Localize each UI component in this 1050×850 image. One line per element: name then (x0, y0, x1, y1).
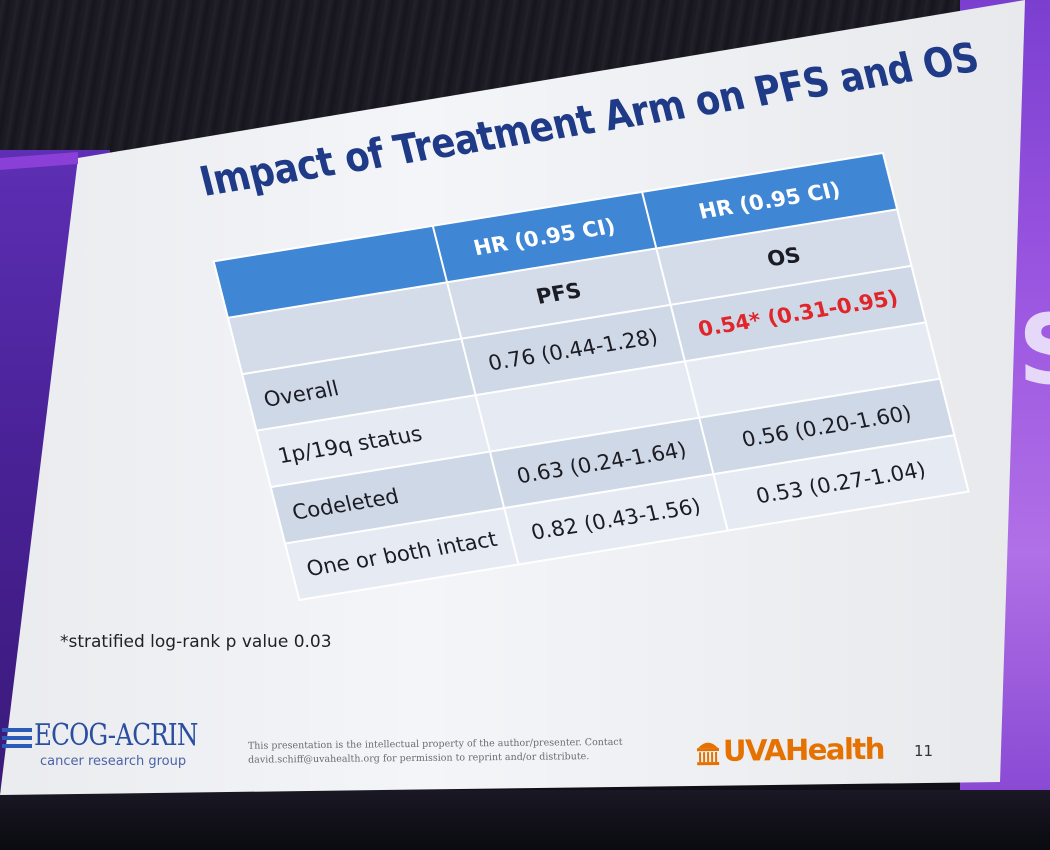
uva-health-name: UVAHealth (722, 731, 885, 768)
slide-content: Impact of Treatment Arm on PFS and OS HR… (118, 0, 996, 600)
slide-number: 11 (914, 742, 934, 760)
uva-health-logo: UVAHealth (696, 729, 884, 772)
ecog-stripes-icon (2, 728, 32, 748)
ecog-acrin-logo: ECOG-ACRIN cancer research group (2, 718, 202, 778)
right-display-graphic: S (1018, 290, 1050, 410)
footnote: *stratified log-rank p value 0.03 (60, 632, 332, 652)
rotunda-icon (696, 742, 720, 766)
copyright-disclaimer: This presentation is the intellectual pr… (248, 736, 623, 767)
ecog-name: ECOG-ACRIN (34, 718, 198, 753)
ecog-subtitle: cancer research group (40, 754, 187, 769)
stage-bottom-strip (0, 790, 1050, 850)
